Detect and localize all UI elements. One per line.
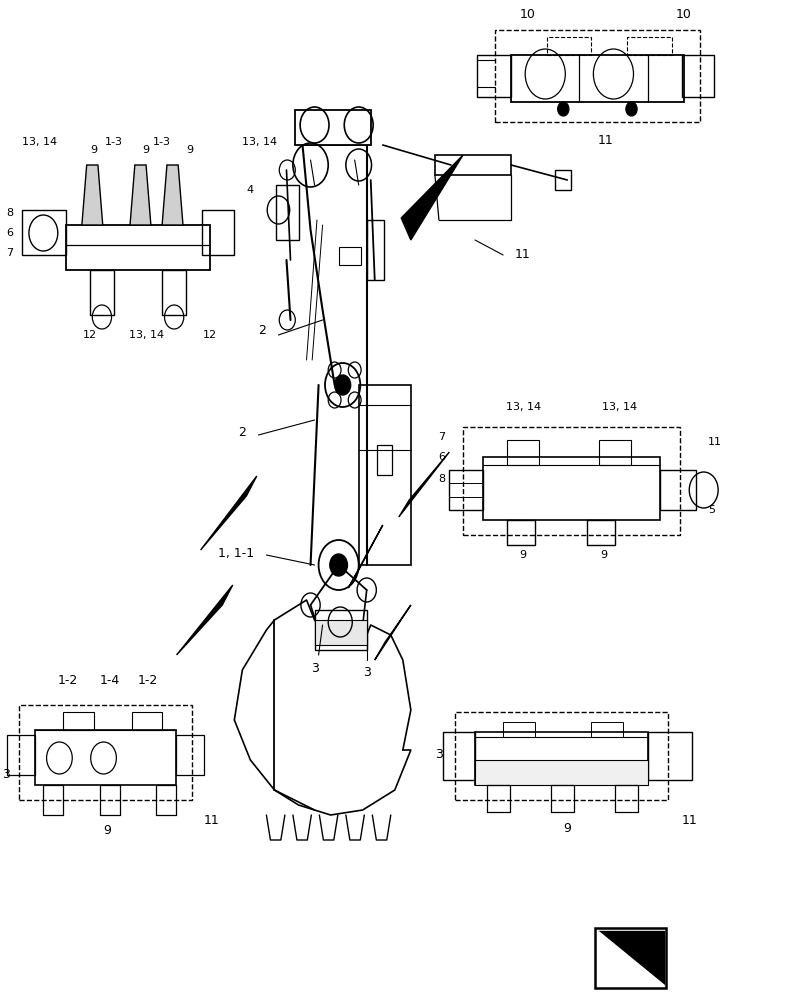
Polygon shape bbox=[201, 476, 256, 550]
Text: 8: 8 bbox=[6, 208, 14, 218]
Polygon shape bbox=[597, 931, 662, 985]
Polygon shape bbox=[401, 155, 463, 240]
Bar bbox=[442, 732, 475, 780]
Bar bbox=[377, 445, 391, 475]
Bar bbox=[294, 110, 370, 145]
Text: 12: 12 bbox=[203, 330, 217, 340]
Text: 3: 3 bbox=[2, 768, 10, 782]
Text: 6: 6 bbox=[6, 228, 14, 238]
Text: 11: 11 bbox=[681, 814, 697, 826]
Text: 13, 14: 13, 14 bbox=[505, 402, 540, 412]
Text: 10: 10 bbox=[675, 8, 691, 21]
Bar bbox=[63, 712, 94, 730]
Text: 4: 4 bbox=[246, 185, 253, 195]
Text: 1, 1-1: 1, 1-1 bbox=[218, 546, 254, 560]
Bar bbox=[366, 220, 384, 280]
Circle shape bbox=[334, 375, 350, 395]
Text: 3: 3 bbox=[362, 666, 370, 678]
Text: 12: 12 bbox=[83, 330, 97, 340]
Bar bbox=[507, 440, 539, 465]
Text: 1-2: 1-2 bbox=[57, 674, 77, 686]
Text: 9: 9 bbox=[563, 822, 571, 834]
Polygon shape bbox=[348, 525, 382, 588]
Polygon shape bbox=[162, 165, 183, 225]
Bar bbox=[338, 247, 361, 265]
Text: 7: 7 bbox=[438, 432, 445, 442]
Text: 1-2: 1-2 bbox=[137, 674, 157, 686]
Text: 7: 7 bbox=[6, 248, 14, 258]
Bar bbox=[503, 722, 535, 737]
Text: 13, 14: 13, 14 bbox=[601, 402, 636, 412]
Polygon shape bbox=[177, 585, 232, 655]
Text: 1-4: 1-4 bbox=[100, 674, 120, 686]
Bar bbox=[495, 30, 699, 122]
Bar bbox=[475, 732, 646, 785]
Bar bbox=[463, 427, 679, 535]
Bar bbox=[448, 470, 483, 510]
Bar bbox=[599, 440, 630, 465]
Bar bbox=[434, 155, 511, 175]
Text: 2: 2 bbox=[238, 426, 246, 438]
Bar bbox=[314, 620, 366, 645]
Polygon shape bbox=[82, 165, 103, 225]
Text: 11: 11 bbox=[707, 437, 721, 447]
Text: 13, 14: 13, 14 bbox=[242, 137, 277, 147]
Bar bbox=[658, 470, 695, 510]
Bar bbox=[591, 722, 622, 737]
Circle shape bbox=[329, 554, 347, 576]
Bar bbox=[275, 185, 298, 240]
Text: 11: 11 bbox=[597, 133, 613, 146]
Text: 1-3: 1-3 bbox=[153, 137, 171, 147]
Bar bbox=[19, 705, 192, 800]
Bar bbox=[202, 210, 234, 255]
Text: 2: 2 bbox=[259, 324, 266, 336]
Bar bbox=[626, 37, 671, 55]
Bar bbox=[358, 385, 410, 565]
Bar bbox=[681, 55, 713, 97]
Text: 9: 9 bbox=[90, 145, 97, 155]
Bar bbox=[555, 170, 571, 190]
Text: 11: 11 bbox=[515, 248, 530, 261]
Text: 3: 3 bbox=[434, 748, 442, 762]
Bar bbox=[7, 735, 35, 775]
Text: 9: 9 bbox=[599, 550, 606, 560]
Bar bbox=[547, 37, 591, 55]
Polygon shape bbox=[597, 931, 662, 985]
Polygon shape bbox=[374, 605, 410, 660]
Polygon shape bbox=[130, 165, 151, 225]
Bar bbox=[22, 210, 66, 255]
Text: 6: 6 bbox=[438, 452, 445, 462]
Text: 5: 5 bbox=[707, 505, 714, 515]
Bar bbox=[477, 55, 511, 97]
Bar bbox=[595, 928, 665, 988]
Text: 9: 9 bbox=[519, 550, 526, 560]
Bar bbox=[66, 225, 210, 270]
Bar bbox=[314, 610, 366, 650]
Bar bbox=[132, 712, 162, 730]
Text: 9: 9 bbox=[104, 824, 112, 836]
Text: 10: 10 bbox=[519, 8, 535, 21]
Text: 13, 14: 13, 14 bbox=[128, 330, 164, 340]
Text: 8: 8 bbox=[438, 474, 445, 484]
Polygon shape bbox=[398, 452, 449, 517]
Text: 11: 11 bbox=[204, 814, 219, 826]
Circle shape bbox=[557, 102, 569, 116]
Bar bbox=[511, 55, 683, 102]
Circle shape bbox=[625, 102, 636, 116]
Bar bbox=[176, 735, 204, 775]
Bar bbox=[35, 730, 176, 785]
Text: 3: 3 bbox=[310, 662, 318, 674]
Text: 1-3: 1-3 bbox=[105, 137, 123, 147]
Bar bbox=[646, 732, 691, 780]
Text: 9: 9 bbox=[142, 145, 149, 155]
Bar bbox=[483, 457, 658, 520]
Bar bbox=[454, 712, 666, 800]
Text: 13, 14: 13, 14 bbox=[22, 137, 57, 147]
Text: 9: 9 bbox=[186, 145, 194, 155]
Bar bbox=[475, 760, 646, 785]
